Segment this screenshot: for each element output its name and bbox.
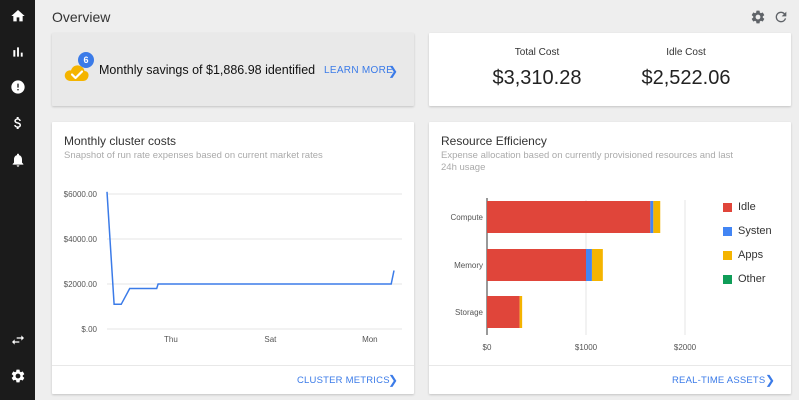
savings-card: 6 Monthly savings of $1,886.98 identifie…	[52, 33, 414, 106]
x-tick-label: $1000	[575, 343, 598, 352]
cluster-costs-subtitle: Snapshot of run rate expenses based on c…	[64, 150, 323, 161]
bar-segment-apps	[653, 201, 661, 233]
bar-segment-systen	[586, 249, 592, 281]
legend-label: Other	[738, 273, 766, 285]
legend-swatch	[723, 250, 732, 260]
resource-efficiency-title: Resource Efficiency	[441, 134, 547, 148]
y-tick-label: $2000.00	[64, 280, 98, 289]
total-cost-label: Total Cost	[514, 47, 560, 58]
legend-swatch	[723, 274, 732, 284]
idle-cost-label: Idle Cost	[666, 47, 706, 58]
y-tick-label: $.00	[81, 325, 97, 334]
refresh-icon[interactable]	[772, 8, 790, 26]
category-label: Storage	[455, 308, 484, 317]
home-icon[interactable]	[0, 4, 35, 28]
bell-icon[interactable]	[0, 148, 35, 172]
legend-label: Apps	[738, 249, 764, 261]
cluster-metrics-link[interactable]: CLUSTER METRICS	[297, 375, 390, 386]
x-tick-label: Sat	[264, 335, 277, 344]
x-tick-label: Thu	[164, 335, 178, 344]
idle-cost-value: $2,522.06	[641, 67, 731, 89]
real-time-assets-link[interactable]: REAL-TIME ASSETS	[672, 375, 766, 386]
resource-efficiency-subtitle-line-1: Expense allocation based on currently pr…	[441, 150, 734, 161]
legend-label: Idle	[738, 201, 756, 213]
cost-series-line	[106, 191, 395, 306]
learn-more-link[interactable]: LEARN MORE	[324, 65, 394, 76]
legend-swatch	[723, 202, 732, 212]
chevron-right-icon[interactable]: ❯	[765, 373, 776, 387]
x-tick-label: $2000	[674, 343, 697, 352]
chevron-right-icon[interactable]: ❯	[388, 64, 399, 78]
bar-segment-idle	[487, 296, 520, 328]
legend-item-idle: Idle	[723, 201, 756, 213]
bar-segment-idle	[487, 249, 586, 281]
legend-item-apps: Apps	[723, 249, 763, 261]
savings-message: Monthly savings of $1,886.98 identified	[99, 63, 316, 77]
bar-segment-apps	[519, 296, 523, 328]
bar-segment-apps	[591, 249, 603, 281]
sidebar	[0, 0, 35, 400]
cost-summary-card: Total Cost $3,310.28 Idle Cost $2,522.06	[429, 33, 791, 106]
total-cost-value: $3,310.28	[492, 67, 582, 89]
y-tick-label: $6000.00	[64, 190, 98, 199]
y-tick-label: $4000.00	[64, 235, 98, 244]
category-label: Memory	[454, 261, 483, 270]
card-divider	[429, 365, 791, 366]
cluster-costs-chart: $6000.00 $4000.00 $2000.00 $.00 Thu Sat Mon	[64, 190, 402, 344]
page-title: Overview	[52, 9, 111, 25]
legend-item-other: Other	[723, 273, 766, 285]
bar-segment-idle	[487, 201, 651, 233]
dollar-icon[interactable]	[0, 111, 35, 135]
x-tick-label: Mon	[362, 335, 378, 344]
bar-chart-icon[interactable]	[0, 40, 35, 64]
legend-label: Systen	[738, 225, 772, 237]
legend-swatch	[723, 226, 732, 236]
resource-efficiency-card: Resource Efficiency Expense allocation b…	[429, 122, 791, 394]
category-label: Compute	[451, 213, 484, 222]
x-tick-label: $0	[483, 343, 492, 352]
chevron-right-icon[interactable]: ❯	[388, 373, 399, 387]
cluster-costs-card: Monthly cluster costs Snapshot of run ra…	[52, 122, 414, 394]
cloud-check-icon	[64, 65, 89, 81]
savings-count-badge: 6	[78, 52, 94, 68]
swap-icon[interactable]	[0, 328, 35, 352]
gear-icon[interactable]	[749, 8, 767, 26]
cluster-costs-title: Monthly cluster costs	[64, 134, 177, 148]
settings-icon[interactable]	[0, 364, 35, 388]
alert-icon[interactable]	[0, 75, 35, 99]
bar-segment-systen	[650, 201, 654, 233]
card-divider	[52, 365, 414, 366]
resource-efficiency-subtitle-line-2: 24h usage	[441, 162, 486, 173]
legend-item-systen: Systen	[723, 225, 772, 237]
resource-efficiency-chart: Compute Memory Storage $0 $1000 $2000	[451, 198, 697, 352]
